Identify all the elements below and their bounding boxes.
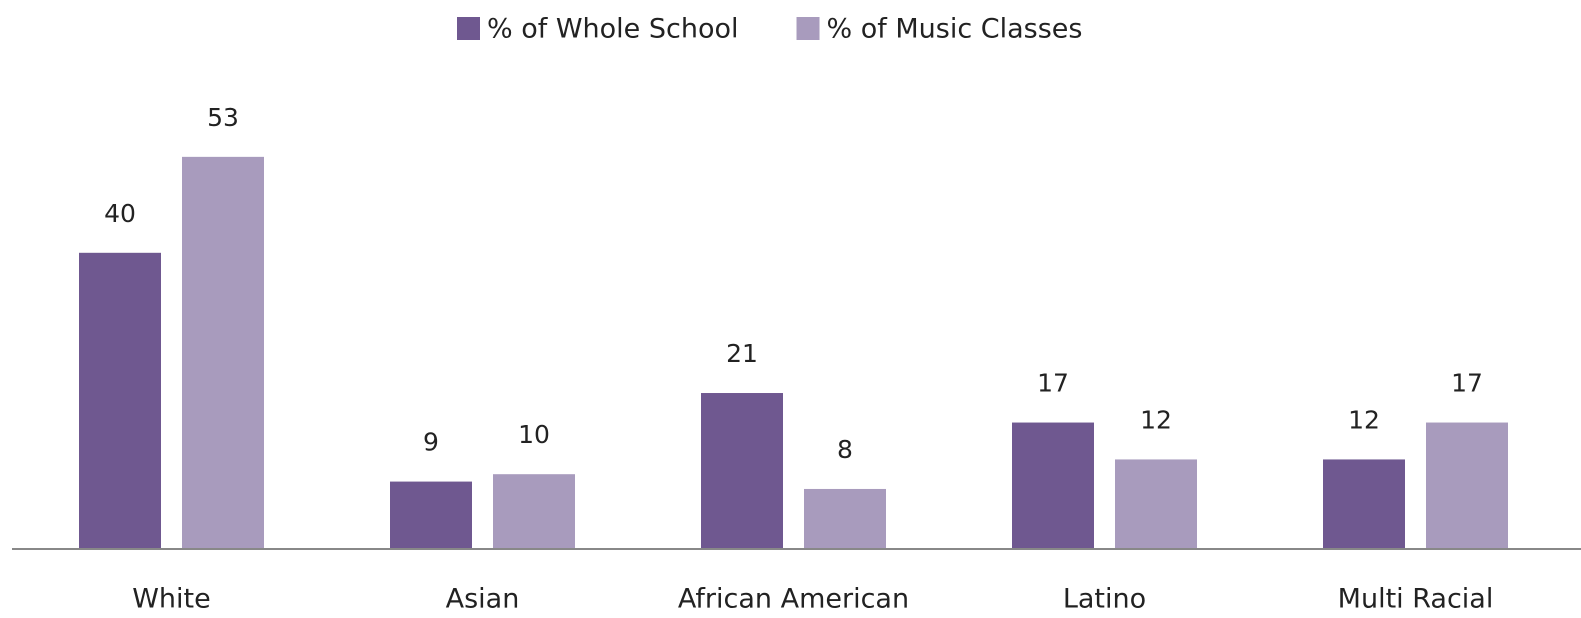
legend-swatch: [457, 17, 480, 40]
x-tick-label: Multi Racial: [1338, 584, 1494, 615]
bar: [701, 393, 783, 548]
x-tick-label: Latino: [1063, 584, 1146, 615]
bar: [182, 156, 264, 549]
x-tick-label: Asian: [446, 584, 520, 615]
value-label: 12: [1140, 405, 1172, 434]
value-label: 40: [104, 199, 136, 228]
legend-label: % of Music Classes: [827, 14, 1083, 45]
value-label: 8: [837, 435, 853, 464]
bar: [1012, 422, 1094, 548]
value-label: 12: [1348, 405, 1380, 434]
x-tick-label: White: [132, 584, 211, 615]
value-label: 10: [518, 420, 550, 449]
value-label: 17: [1451, 369, 1483, 398]
bar: [1323, 459, 1405, 548]
bar: [493, 474, 575, 548]
bar: [804, 488, 886, 548]
bar: [390, 481, 472, 548]
bar: [1426, 422, 1508, 548]
value-label: 53: [207, 103, 239, 132]
bar: [1115, 459, 1197, 548]
value-label: 9: [423, 428, 439, 457]
legend-swatch: [796, 17, 820, 40]
legend-label: % of Whole School: [487, 14, 739, 45]
value-label: 17: [1037, 369, 1069, 398]
x-tick-label: African American: [678, 584, 909, 615]
bar: [79, 252, 161, 549]
value-label: 21: [726, 339, 758, 368]
